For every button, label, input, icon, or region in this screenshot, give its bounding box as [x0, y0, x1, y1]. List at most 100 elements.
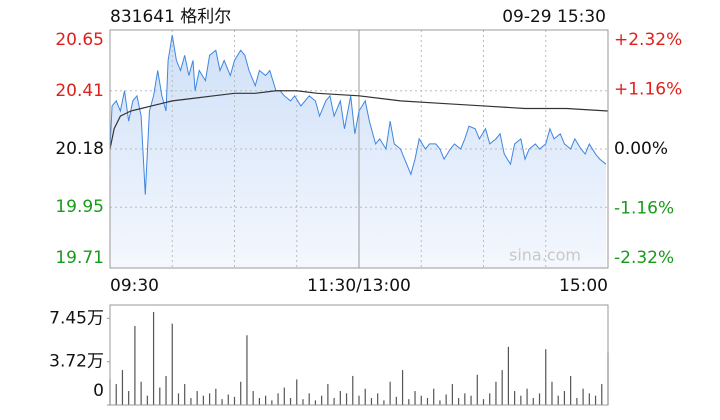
y2-tick-label: -2.32%: [614, 248, 674, 268]
volume-bar: [177, 393, 180, 405]
y-tick-label: 20.41: [55, 81, 104, 101]
volume-bar: [339, 391, 341, 405]
y-tick-label: 19.71: [55, 248, 104, 268]
volume-bar: [433, 388, 435, 405]
volume-bar: [345, 393, 348, 405]
volume-bar: [265, 395, 267, 405]
volume-bar: [240, 381, 242, 405]
volume-bar: [601, 384, 603, 405]
volume-bar: [514, 391, 516, 405]
volume-bar: [470, 395, 472, 405]
volume-bar: [134, 325, 136, 405]
volume-bar: [277, 393, 279, 405]
volume-bar: [426, 398, 429, 405]
volume-bar: [289, 398, 292, 405]
volume-bar: [395, 396, 397, 405]
volume-bar: [283, 387, 285, 405]
volume-bar: [233, 396, 236, 405]
volume-bar: [501, 370, 503, 405]
volume-bar: [445, 394, 447, 405]
volume-bar: [196, 391, 198, 405]
volume-bar: [489, 393, 491, 405]
plot-frame: [109, 304, 609, 406]
volume-bar: [401, 370, 404, 405]
volume-bar: [576, 398, 578, 405]
y-tick-label: 20.18: [55, 139, 104, 159]
volume-bar: [532, 398, 534, 405]
volume-bar: [171, 323, 173, 405]
volume-bar: [152, 311, 155, 405]
volume-bar: [121, 370, 124, 405]
y-tick-label: 20.65: [55, 30, 104, 50]
y-tick-label: 3.72万: [49, 352, 104, 372]
volume-bar: [352, 375, 354, 405]
volume-bar: [439, 400, 441, 405]
volume-bar: [202, 395, 204, 405]
volume-bar: [507, 346, 509, 405]
price-line: [109, 34, 607, 195]
y2-tick-label: 0.00%: [614, 139, 668, 159]
volume-bar: [246, 335, 248, 405]
volume-bar: [582, 388, 584, 405]
volume-bar: [408, 399, 410, 405]
volume-bar: [464, 393, 466, 405]
volume-bar: [159, 387, 161, 405]
timestamp: 09-29 15:30: [502, 7, 606, 27]
x-tick-label: 11:30/13:00: [307, 276, 411, 296]
volume-bar: [594, 395, 597, 405]
volume-bar: [476, 374, 478, 405]
volume-bar: [551, 381, 553, 405]
volume-bar: [370, 398, 373, 405]
volume-bar: [420, 395, 422, 405]
volume-bar: [364, 388, 366, 405]
volume-bar: [128, 391, 130, 405]
volume-bar: [271, 400, 273, 405]
volume-bar: [526, 388, 528, 405]
volume-bar: [358, 395, 360, 405]
volume-bar: [215, 388, 217, 405]
volume-bar: [209, 393, 211, 405]
volume-bar: [588, 393, 590, 405]
volume-bar: [414, 391, 416, 405]
y-tick-label: 0: [93, 381, 104, 401]
chart-title: 831641 格利尔: [110, 7, 231, 27]
volume-bar: [451, 384, 453, 405]
volume-bar: [333, 398, 335, 405]
volume-bar: [190, 398, 192, 405]
volume-bar: [327, 384, 329, 405]
volume-bar: [520, 395, 522, 405]
volume-bar: [538, 393, 541, 405]
x-tick-label: 15:00: [559, 276, 608, 296]
average-line: [109, 90, 609, 150]
volume-bar: [557, 395, 559, 405]
plot-frame: [109, 29, 609, 269]
volume-bar: [146, 395, 148, 405]
volume-bar: [389, 381, 391, 405]
volume-bar: [458, 398, 460, 405]
watermark: sina.com: [509, 246, 581, 265]
volume-bar: [184, 384, 186, 405]
price-area: [110, 35, 606, 269]
volume-bar: [258, 398, 260, 405]
y2-tick-label: -1.16%: [614, 199, 674, 219]
volume-bar: [377, 393, 379, 405]
y-tick-label: 19.95: [55, 197, 104, 217]
volume-bar: [140, 381, 142, 405]
x-tick-label: 09:30: [110, 276, 159, 296]
y-tick-label: 7.45万: [49, 308, 104, 328]
volume-bar: [296, 379, 298, 405]
y2-tick-label: +1.16%: [614, 80, 682, 100]
volume-bar: [314, 400, 317, 405]
volume-bar: [570, 375, 572, 405]
volume-bar: [227, 394, 229, 405]
volume-bar: [563, 391, 566, 405]
volume-bar: [252, 391, 254, 405]
volume-bar: [545, 349, 547, 405]
volume-bar: [495, 381, 497, 405]
volume-bar: [302, 399, 304, 405]
y2-tick-label: +2.32%: [614, 30, 682, 50]
volume-bar: [482, 399, 485, 405]
volume-bar: [308, 393, 310, 405]
volume-bar: [221, 399, 223, 405]
